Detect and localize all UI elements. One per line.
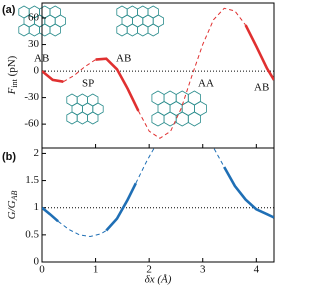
y-tick-label: 0 <box>34 256 40 268</box>
hexagon <box>137 23 149 37</box>
y-tick-label: 30 <box>28 38 40 50</box>
hexagon <box>39 23 51 37</box>
x-tick-label: 2 <box>146 264 152 276</box>
figure: (a) (b) Fint (pN) G/GAB δx (Å) AB SP AB … <box>2 2 275 286</box>
annotation: AA <box>198 78 214 90</box>
y-label-sub: int <box>10 78 19 87</box>
hexagon <box>66 111 78 125</box>
y-tick-label: -60 <box>24 118 39 130</box>
hexagon <box>187 111 201 127</box>
hexagon <box>116 23 128 37</box>
hexagon <box>49 23 61 37</box>
plot-frame <box>41 147 275 263</box>
hexagon <box>28 23 40 37</box>
y-tick-label: -30 <box>24 91 39 103</box>
x-tick-label: 0 <box>39 264 45 276</box>
y-label: Fint (pN) <box>6 55 19 95</box>
hexagon <box>175 111 189 127</box>
y-label-main: F <box>6 87 18 95</box>
hexagon <box>151 111 165 127</box>
x-tick-label: 1 <box>93 264 99 276</box>
hexagon <box>147 23 159 37</box>
hexagon <box>87 111 99 125</box>
hexagon <box>76 111 88 125</box>
y-tick-label: 60 <box>28 12 40 24</box>
panel-label: (a) <box>2 4 16 16</box>
y-tick-label: 0 <box>34 65 40 77</box>
x-tick-label: 4 <box>254 264 260 276</box>
y-label-sub: AB <box>10 191 19 202</box>
x-label: δx (Å) <box>145 274 172 286</box>
y-tick-label: 1 <box>34 201 40 213</box>
y-tick-label: 1.5 <box>25 174 39 186</box>
y-tick-label: 0.5 <box>25 228 39 240</box>
line-dashed <box>57 148 225 238</box>
hexagon <box>18 23 30 37</box>
x-tick-label: 3 <box>200 264 206 276</box>
annotation: AB <box>254 82 269 94</box>
annotation: AB <box>116 53 131 65</box>
y-label-main: G/G <box>6 200 18 219</box>
y-label: G/GAB <box>6 191 19 220</box>
panel-label: (b) <box>2 151 16 163</box>
line-dashed <box>63 7 246 139</box>
y-label-unit: (pN) <box>6 55 18 79</box>
line-solid <box>42 24 274 112</box>
annotation: SP <box>82 78 94 90</box>
line-solid <box>42 166 274 232</box>
hexagon <box>126 23 138 37</box>
y-tick-label: 2 <box>34 147 40 159</box>
